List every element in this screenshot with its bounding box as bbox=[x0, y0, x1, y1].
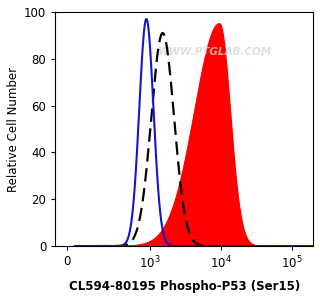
Y-axis label: Relative Cell Number: Relative Cell Number bbox=[7, 67, 20, 192]
X-axis label: CL594-80195 Phospho-P53 (Ser15): CL594-80195 Phospho-P53 (Ser15) bbox=[68, 280, 300, 293]
Text: WWW.PTGLAB.COM: WWW.PTGLAB.COM bbox=[158, 47, 272, 57]
